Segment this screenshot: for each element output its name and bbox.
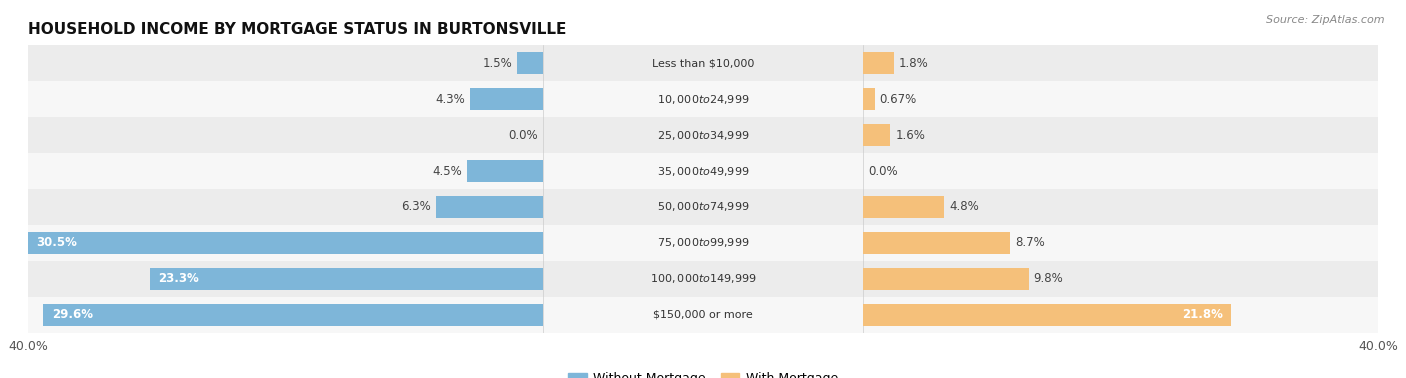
Bar bbox=[467, 160, 543, 182]
Text: 6.3%: 6.3% bbox=[402, 200, 432, 214]
Bar bbox=[149, 268, 543, 290]
Bar bbox=[44, 304, 543, 326]
Text: 1.6%: 1.6% bbox=[896, 129, 925, 142]
Bar bbox=[863, 196, 945, 218]
Bar bbox=[863, 304, 1232, 326]
Text: 0.0%: 0.0% bbox=[508, 129, 537, 142]
Text: 1.5%: 1.5% bbox=[482, 57, 512, 70]
Bar bbox=[28, 45, 1378, 81]
Text: 0.67%: 0.67% bbox=[880, 93, 917, 106]
Text: 4.5%: 4.5% bbox=[432, 164, 461, 178]
Text: 0.0%: 0.0% bbox=[869, 164, 898, 178]
Text: 4.3%: 4.3% bbox=[436, 93, 465, 106]
Text: 30.5%: 30.5% bbox=[37, 236, 77, 249]
Bar bbox=[28, 81, 1378, 117]
Text: 29.6%: 29.6% bbox=[52, 308, 93, 321]
Text: $25,000 to $34,999: $25,000 to $34,999 bbox=[657, 129, 749, 142]
Text: $50,000 to $74,999: $50,000 to $74,999 bbox=[657, 200, 749, 214]
Bar bbox=[28, 261, 1378, 297]
Text: HOUSEHOLD INCOME BY MORTGAGE STATUS IN BURTONSVILLE: HOUSEHOLD INCOME BY MORTGAGE STATUS IN B… bbox=[28, 22, 567, 37]
Text: 1.8%: 1.8% bbox=[898, 57, 928, 70]
Bar bbox=[863, 232, 1010, 254]
Bar bbox=[863, 88, 875, 110]
Text: $150,000 or more: $150,000 or more bbox=[654, 310, 752, 320]
Text: 21.8%: 21.8% bbox=[1182, 308, 1223, 321]
Text: 4.8%: 4.8% bbox=[949, 200, 979, 214]
Text: $100,000 to $149,999: $100,000 to $149,999 bbox=[650, 272, 756, 285]
Bar bbox=[863, 268, 1029, 290]
Text: $10,000 to $24,999: $10,000 to $24,999 bbox=[657, 93, 749, 106]
Text: $75,000 to $99,999: $75,000 to $99,999 bbox=[657, 236, 749, 249]
Text: Source: ZipAtlas.com: Source: ZipAtlas.com bbox=[1267, 15, 1385, 25]
Text: $35,000 to $49,999: $35,000 to $49,999 bbox=[657, 164, 749, 178]
Bar bbox=[28, 225, 1378, 261]
Bar bbox=[28, 232, 543, 254]
Bar bbox=[863, 52, 894, 74]
Bar bbox=[28, 153, 1378, 189]
Bar bbox=[28, 297, 1378, 333]
Bar bbox=[517, 52, 543, 74]
Text: 23.3%: 23.3% bbox=[157, 272, 198, 285]
Text: 8.7%: 8.7% bbox=[1015, 236, 1045, 249]
Text: 9.8%: 9.8% bbox=[1033, 272, 1063, 285]
Bar bbox=[470, 88, 543, 110]
Legend: Without Mortgage, With Mortgage: Without Mortgage, With Mortgage bbox=[562, 367, 844, 378]
Bar bbox=[28, 189, 1378, 225]
Text: Less than $10,000: Less than $10,000 bbox=[652, 58, 754, 68]
Bar bbox=[863, 124, 890, 146]
Bar bbox=[436, 196, 543, 218]
Bar bbox=[28, 117, 1378, 153]
